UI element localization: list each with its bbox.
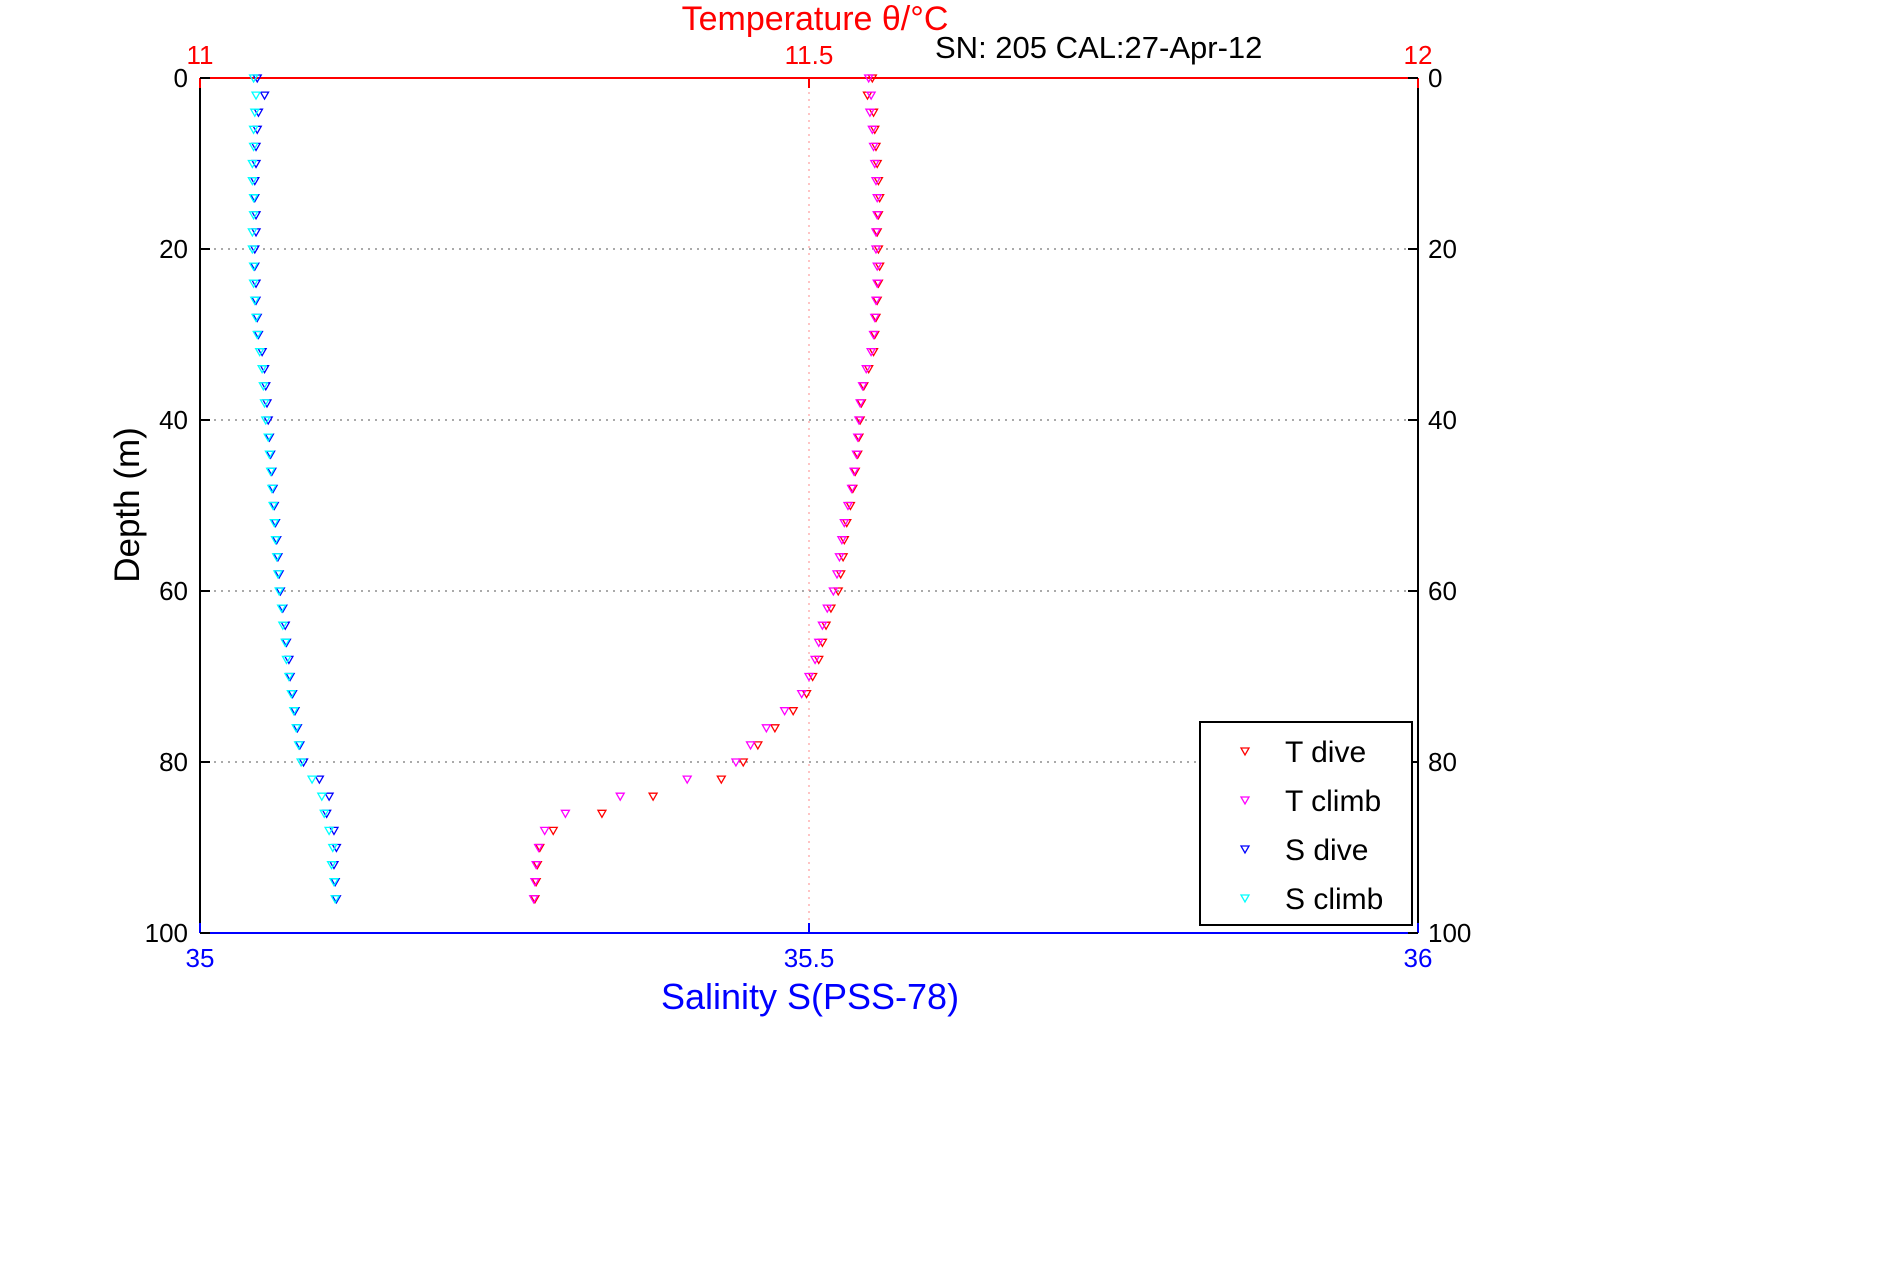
svg-text:11: 11	[187, 40, 214, 70]
sensor-annotation: SN: 205 CAL:27-Apr-12	[935, 30, 1263, 65]
svg-text:20: 20	[159, 234, 188, 264]
svg-text:40: 40	[1428, 405, 1457, 435]
svg-text:11.5: 11.5	[785, 40, 834, 70]
salinity-axis-label: Salinity S(PSS-78)	[660, 976, 960, 1017]
svg-text:T climb: T climb	[1285, 785, 1381, 818]
svg-text:36: 36	[1404, 943, 1433, 973]
svg-text:S climb: S climb	[1285, 883, 1383, 916]
series-t-climb	[528, 74, 883, 905]
svg-text:12: 12	[1404, 40, 1433, 70]
svg-text:S dive: S dive	[1285, 834, 1368, 867]
svg-text:0: 0	[1428, 63, 1442, 93]
series-t-dive	[529, 74, 885, 905]
svg-text:20: 20	[1428, 234, 1457, 264]
chart-title: Temperature θ/°C	[681, 0, 949, 38]
svg-text:100: 100	[1428, 918, 1471, 948]
svg-text:80: 80	[159, 747, 188, 777]
series-s-dive	[249, 74, 342, 905]
svg-text:35: 35	[186, 943, 215, 973]
svg-text:40: 40	[159, 405, 188, 435]
svg-text:60: 60	[159, 576, 188, 606]
svg-text:80: 80	[1428, 747, 1457, 777]
series-s-climb	[247, 74, 341, 905]
svg-text:T dive: T dive	[1285, 736, 1366, 769]
tick-labels: 11 11.5 12 35 35.5 36 0 0 20 20 40 40 60 60 80 80 100 100	[145, 40, 1472, 973]
legend: T dive T climb S dive S climb	[1199, 721, 1413, 926]
svg-text:0: 0	[174, 63, 188, 93]
svg-text:35.5: 35.5	[784, 943, 835, 973]
svg-text:100: 100	[145, 918, 188, 948]
svg-text:60: 60	[1428, 576, 1457, 606]
